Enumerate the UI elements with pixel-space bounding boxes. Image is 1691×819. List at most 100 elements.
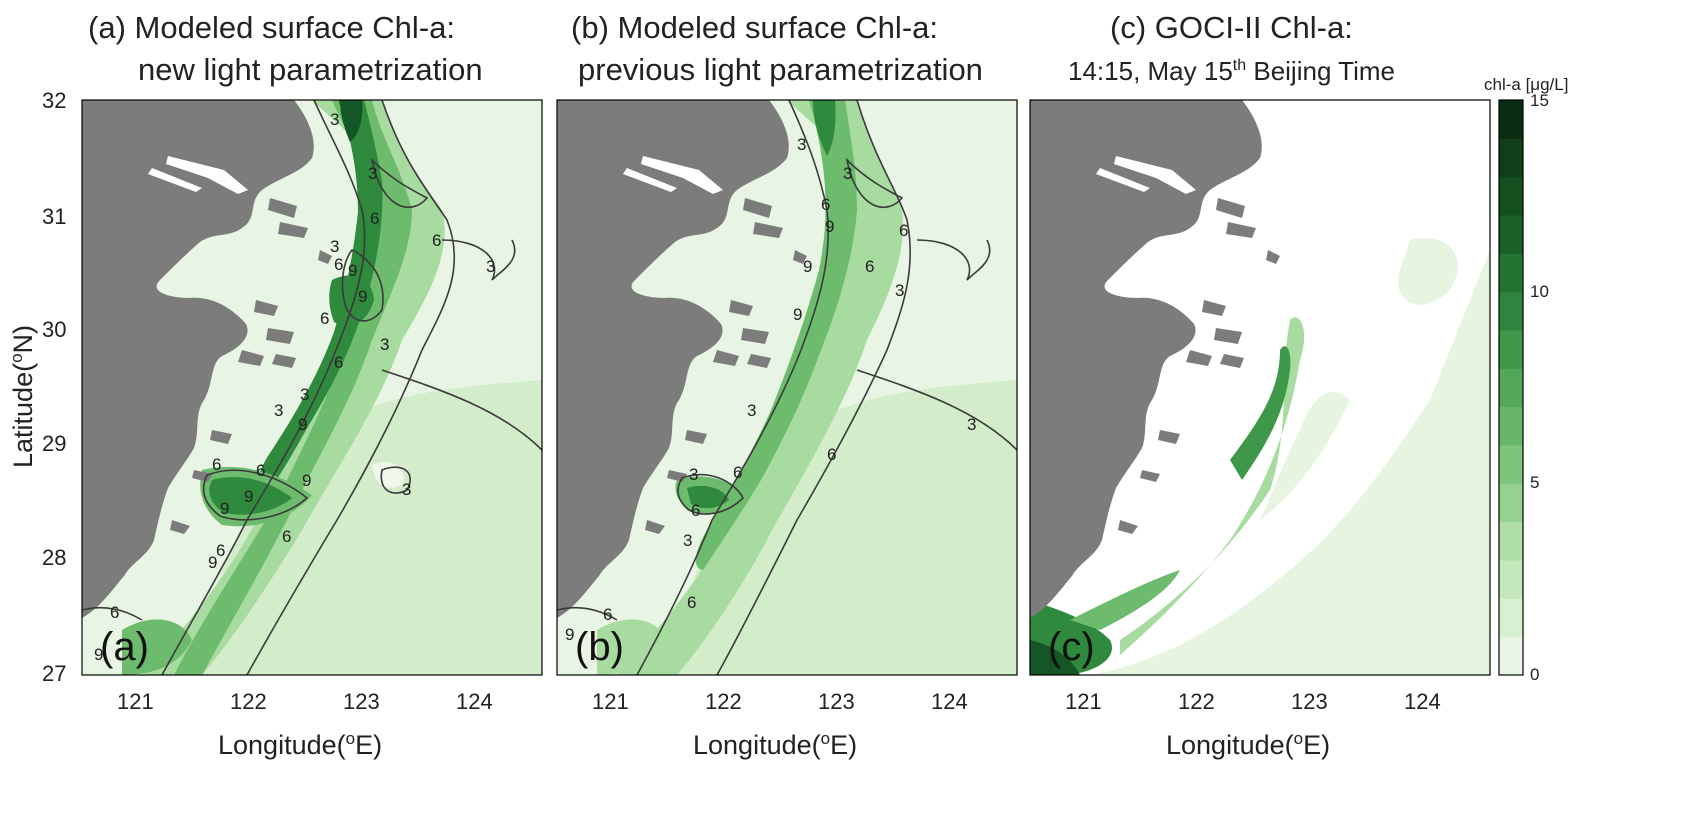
svg-text:9: 9 bbox=[565, 625, 574, 644]
svg-text:9: 9 bbox=[825, 217, 834, 236]
svg-text:3: 3 bbox=[330, 110, 339, 129]
lon-tick-b-123: 123 bbox=[818, 689, 855, 714]
colorbar-swatch bbox=[1499, 560, 1523, 599]
svg-text:9: 9 bbox=[302, 471, 311, 490]
title-c-line1: (c) GOCI-II Chl-a: bbox=[1110, 10, 1353, 45]
colorbar-swatch bbox=[1499, 253, 1523, 293]
panel-a: 3 3 3 6 6 6 3 9 6 6 3 3 6 9 9 6 6 9 9 9 … bbox=[81, 99, 543, 676]
colorbar-swatch bbox=[1499, 598, 1523, 638]
svg-text:6: 6 bbox=[733, 463, 742, 482]
svg-text:6: 6 bbox=[827, 445, 836, 464]
lon-tick-a-121: 121 bbox=[117, 689, 154, 714]
x-axis-a: 121 122 123 124 Longitude(oE) bbox=[117, 689, 493, 760]
colorbar-swatch bbox=[1499, 291, 1523, 331]
colorbar-swatch bbox=[1499, 636, 1523, 676]
chl-field-c bbox=[1030, 100, 1490, 675]
x-axis-c: 121 122 123 124 Longitude(oE) bbox=[1065, 689, 1441, 760]
svg-text:3: 3 bbox=[300, 385, 309, 404]
svg-text:6: 6 bbox=[212, 455, 221, 474]
lon-tick-b-121: 121 bbox=[592, 689, 629, 714]
lat-tick-32: 32 bbox=[42, 88, 66, 113]
colorbar-tick-15: 15 bbox=[1530, 91, 1549, 110]
title-a-line2: new light parametrization bbox=[138, 52, 483, 87]
colorbar-swatch bbox=[1499, 215, 1523, 254]
colorbar-tick-10: 10 bbox=[1530, 282, 1549, 301]
title-b-line2: previous light parametrization bbox=[578, 52, 983, 87]
lon-tick-a-122: 122 bbox=[230, 689, 267, 714]
lon-tick-b-122: 122 bbox=[705, 689, 742, 714]
svg-text:6: 6 bbox=[256, 461, 265, 480]
colorbar-swatch bbox=[1499, 330, 1523, 369]
panel-label-c: (c) bbox=[1048, 625, 1095, 669]
x-axis-label-a: Longitude(oE) bbox=[218, 729, 382, 760]
svg-text:3: 3 bbox=[330, 237, 339, 256]
svg-text:9: 9 bbox=[298, 415, 307, 434]
svg-text:6: 6 bbox=[110, 603, 119, 622]
svg-text:9: 9 bbox=[348, 261, 357, 280]
colorbar-swatch bbox=[1499, 100, 1523, 139]
title-c-line2: 14:15, May 15th Beijing Time bbox=[1068, 56, 1395, 86]
svg-text:3: 3 bbox=[747, 401, 756, 420]
lon-tick-c-121: 121 bbox=[1065, 689, 1102, 714]
colorbar: chl-a [μg/L] 15 10 5 0 bbox=[1484, 75, 1568, 684]
svg-text:3: 3 bbox=[368, 164, 377, 183]
colorbar-tick-5: 5 bbox=[1530, 473, 1539, 492]
svg-text:6: 6 bbox=[334, 255, 343, 274]
contours-b bbox=[556, 99, 1018, 676]
lon-tick-c-122: 122 bbox=[1178, 689, 1215, 714]
lat-tick-28: 28 bbox=[42, 545, 66, 570]
lat-tick-29: 29 bbox=[42, 431, 66, 456]
colorbar-swatch bbox=[1499, 406, 1523, 446]
svg-text:3: 3 bbox=[683, 531, 692, 550]
chl-field-a bbox=[122, 100, 542, 675]
colorbar-swatch bbox=[1499, 483, 1523, 523]
svg-text:3: 3 bbox=[486, 257, 495, 276]
svg-text:6: 6 bbox=[603, 605, 612, 624]
svg-text:9: 9 bbox=[803, 257, 812, 276]
colorbar-swatches bbox=[1499, 100, 1523, 676]
colorbar-swatch bbox=[1499, 368, 1523, 408]
panel-label-a: (a) bbox=[100, 625, 149, 669]
colorbar-swatch bbox=[1499, 176, 1523, 216]
svg-text:6: 6 bbox=[334, 353, 343, 372]
svg-text:9: 9 bbox=[793, 305, 802, 324]
x-axis-b: 121 122 123 124 Longitude(oE) bbox=[592, 689, 968, 760]
lat-tick-30: 30 bbox=[42, 317, 66, 342]
svg-text:6: 6 bbox=[865, 257, 874, 276]
svg-text:9: 9 bbox=[94, 645, 103, 664]
svg-text:3: 3 bbox=[380, 335, 389, 354]
svg-text:6: 6 bbox=[687, 593, 696, 612]
svg-text:3: 3 bbox=[274, 401, 283, 420]
y-axis-label: Latitude(oN) bbox=[7, 325, 38, 468]
lon-tick-b-124: 124 bbox=[931, 689, 968, 714]
title-a-line1: (a) Modeled surface Chl-a: bbox=[88, 10, 455, 45]
svg-text:6: 6 bbox=[282, 527, 291, 546]
svg-text:9: 9 bbox=[244, 487, 253, 506]
svg-text:6: 6 bbox=[320, 309, 329, 328]
svg-text:3: 3 bbox=[967, 415, 976, 434]
svg-text:3: 3 bbox=[689, 465, 698, 484]
lat-tick-31: 31 bbox=[42, 204, 66, 229]
lon-tick-c-124: 124 bbox=[1404, 689, 1441, 714]
contours-a bbox=[81, 99, 543, 676]
lon-tick-c-123: 123 bbox=[1291, 689, 1328, 714]
svg-text:3: 3 bbox=[843, 164, 852, 183]
x-axis-label-b: Longitude(oE) bbox=[693, 729, 857, 760]
svg-text:3: 3 bbox=[402, 480, 411, 499]
svg-text:6: 6 bbox=[821, 195, 830, 214]
svg-text:6: 6 bbox=[370, 209, 379, 228]
lat-tick-27: 27 bbox=[42, 661, 66, 686]
x-axis-label-c: Longitude(oE) bbox=[1166, 729, 1330, 760]
colorbar-swatch bbox=[1499, 445, 1523, 484]
lon-tick-a-124: 124 bbox=[456, 689, 493, 714]
svg-text:6: 6 bbox=[432, 231, 441, 250]
lon-tick-a-123: 123 bbox=[343, 689, 380, 714]
svg-text:3: 3 bbox=[895, 281, 904, 300]
colorbar-title: chl-a [μg/L] bbox=[1484, 75, 1568, 94]
svg-text:6: 6 bbox=[691, 501, 700, 520]
colorbar-tick-0: 0 bbox=[1530, 665, 1539, 684]
chl-field-b bbox=[597, 100, 1017, 675]
svg-text:6: 6 bbox=[899, 221, 908, 240]
colorbar-swatch bbox=[1499, 521, 1523, 561]
